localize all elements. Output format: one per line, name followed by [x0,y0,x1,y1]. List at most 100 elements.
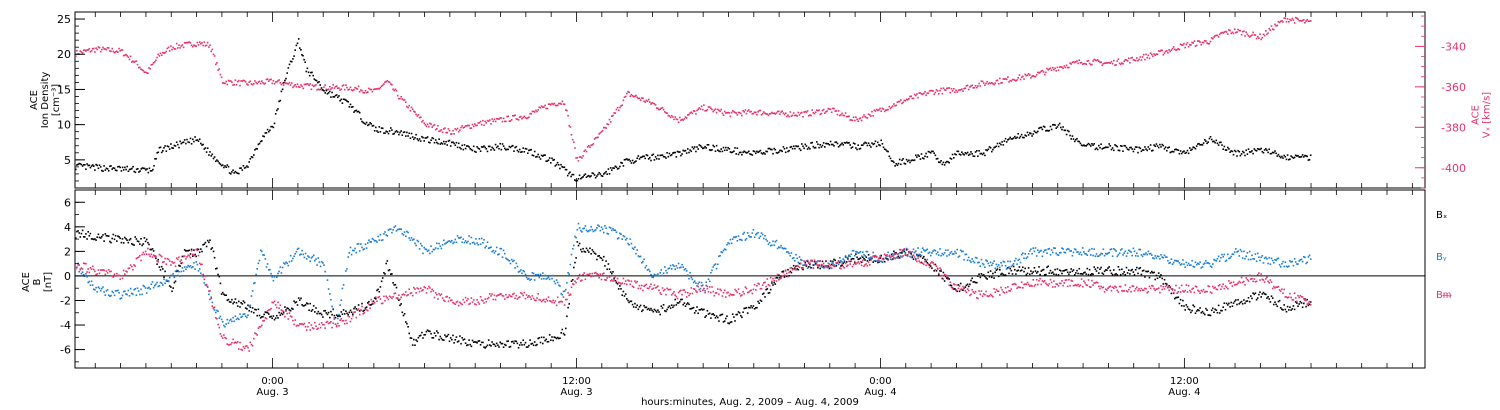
bx-point [789,270,792,273]
density-point [825,142,827,145]
vx-point [1262,33,1265,36]
density-point [208,154,210,156]
density-point [538,156,541,158]
bz-point [424,286,427,289]
by-point [994,267,996,270]
bx-point [533,341,536,343]
vx-point [469,127,471,129]
by-point [438,242,440,245]
bz-point [446,295,448,298]
bx-point [916,253,918,256]
vx-point [362,91,364,94]
by-point [886,255,888,258]
bx-point [155,257,157,260]
by-point [620,233,622,235]
bx-point [447,333,450,336]
vx-point [438,130,440,133]
bx-point [417,336,420,339]
density-point [769,148,772,151]
density-point [354,110,356,112]
density-point [751,154,754,156]
vx-point [312,85,315,88]
vx-point [819,113,821,116]
vx-point [1294,16,1297,19]
bz-point [334,323,337,325]
vx-point [682,119,684,121]
bz-point [261,324,263,327]
by-point [121,294,124,297]
density-point [85,168,87,170]
bx-point [289,309,292,312]
density-point [1052,124,1054,126]
density-point [399,131,401,134]
vx-point [167,46,170,49]
by-point [578,227,581,229]
density-point [947,161,949,163]
density-point [448,139,451,142]
bx-point [933,270,935,272]
density-point [1281,155,1283,158]
by-point [133,289,135,291]
vx-point [493,118,496,121]
density-point [646,154,649,157]
vx-point [429,122,431,125]
density-point [880,139,882,142]
by-point [897,253,900,255]
bx-point [787,268,789,271]
bx-point [293,300,295,302]
by-point [1157,255,1160,258]
density-point [750,153,752,156]
density-point [733,150,735,152]
vx-point [139,66,141,69]
by-point [1204,262,1206,264]
by-point [1222,255,1224,258]
vx-point [393,89,395,92]
by-point [432,248,435,251]
bz-point [375,296,377,298]
bx-point [698,309,701,311]
bx-point [242,300,245,302]
density-point [875,145,878,148]
bx-point [1075,272,1077,274]
density-point [1102,147,1105,149]
vx-point [1206,42,1208,44]
bx-point [725,317,727,320]
vx-point [1266,33,1268,36]
bz-point [285,310,287,312]
bx-point [508,346,511,348]
bz-point [362,312,364,315]
by-point [1020,253,1023,256]
vx-point [253,82,255,85]
vx-point [308,84,310,87]
density-point [369,122,371,124]
density-point [520,151,522,153]
density-point [1247,148,1250,150]
bx-point [931,267,933,269]
density-point [251,156,254,159]
bottom-panel-frame [74,189,1426,369]
density-point [1278,155,1281,158]
vx-point [1193,40,1196,42]
density-point [1064,129,1067,132]
vx-point [774,113,777,115]
bx-point [537,337,539,340]
by-point [647,268,650,271]
bx-point [1241,303,1244,305]
density-point [988,146,991,148]
vx-point [976,86,978,89]
vx-point [1007,76,1009,78]
density-point [1288,158,1290,161]
bx-point [797,268,800,271]
bx-point [617,288,620,290]
vx-point [829,108,832,110]
by-point [890,258,893,261]
vx-point [522,116,524,119]
by-point [451,239,453,242]
density-point [1178,152,1181,155]
vx-point [487,120,490,122]
by-point [623,235,626,238]
density-point [171,147,173,149]
vx-point [779,113,781,115]
bx-point [485,345,488,348]
vx-point [1107,62,1109,64]
